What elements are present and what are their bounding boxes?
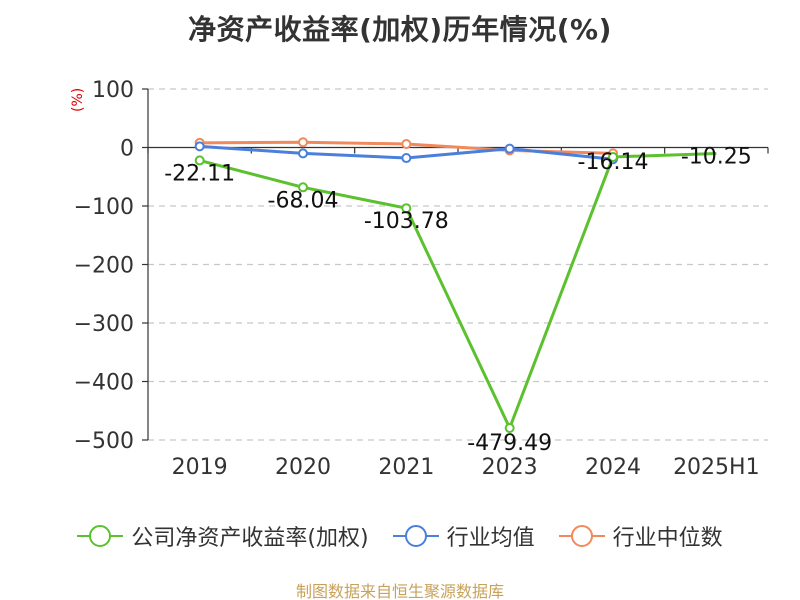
y-tick-label: −300 — [74, 312, 134, 337]
data-label: -22.11 — [164, 161, 235, 186]
x-tick-label: 2023 — [482, 455, 538, 480]
series-line — [199, 151, 717, 430]
x-tick-label: 2025H1 — [673, 455, 760, 480]
legend-item-company-roe[interactable]: 公司净资产收益率(加权) — [77, 520, 369, 552]
data-label: -10.25 — [681, 144, 752, 169]
data-point — [298, 182, 308, 193]
data-point — [194, 141, 205, 152]
legend-label-company-roe: 公司净资产收益率(加权) — [131, 526, 369, 551]
x-tick-label: 2019 — [172, 455, 228, 480]
data-point — [608, 151, 618, 162]
data-point — [504, 143, 515, 154]
legend-label-industry-mean: 行业均值 — [446, 526, 535, 551]
data-label: -103.78 — [364, 209, 449, 234]
y-tick-label: −400 — [74, 371, 134, 396]
y-tick-label: −500 — [74, 429, 134, 454]
y-tick-label: −200 — [74, 254, 134, 279]
x-tick-label: 2020 — [275, 455, 331, 480]
chart-title: 净资产收益率(加权)历年情况(%) — [188, 13, 612, 46]
legend-label-industry-median: 行业中位数 — [612, 526, 723, 551]
data-label: -16.14 — [578, 150, 649, 175]
legend: 公司净资产收益率(加权) 行业均值 行业中位数 — [0, 520, 800, 552]
legend-item-industry-median[interactable]: 行业中位数 — [558, 520, 723, 552]
data-point — [401, 153, 412, 164]
source-note: 制图数据来自恒生聚源数据库 — [295, 582, 504, 600]
legend-swatch-industry-mean — [392, 524, 439, 548]
data-point — [194, 155, 205, 166]
y-tick-label: 100 — [92, 78, 134, 103]
y-tick-label: −100 — [74, 195, 134, 220]
x-tick-label: 2024 — [585, 455, 641, 480]
x-tick-label: 2021 — [378, 455, 434, 480]
legend-item-industry-mean[interactable]: 行业均值 — [392, 520, 535, 552]
data-point — [401, 203, 412, 214]
data-label: -68.04 — [268, 188, 339, 213]
data-point — [298, 148, 308, 159]
legend-swatch-industry-median — [558, 524, 605, 548]
data-point — [504, 423, 515, 434]
data-point — [298, 137, 308, 148]
legend-swatch-company-roe — [77, 524, 124, 548]
y-tick-label: 0 — [120, 137, 134, 162]
data-label: -479.49 — [467, 431, 552, 456]
data-point — [401, 138, 412, 149]
